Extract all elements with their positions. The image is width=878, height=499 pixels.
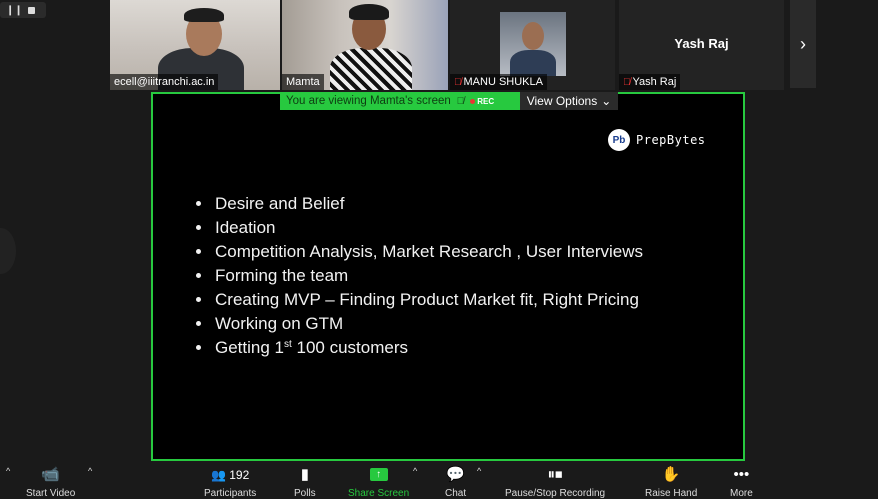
participant-name-label: ecell@iiitranchi.ac.in [110,74,219,90]
recording-indicator: REC [470,97,494,106]
list-item: Working on GTM [213,312,653,336]
brand-mark: Pb [608,129,630,151]
share-options-caret-icon[interactable]: ^ [413,466,418,476]
video-tile-manu-shukla[interactable]: 🎙̸ MANU SHUKLA [450,0,615,90]
banner-text: You are viewing Mamta's screen [286,95,451,107]
more-button[interactable]: ••• More [730,466,753,499]
list-item: Ideation [213,216,653,240]
video-tile-yash-raj[interactable]: Yash Raj 🎙̸ Yash Raj [619,0,784,90]
pause-stop-recording-button[interactable]: ⏸⏹ Pause/Stop Recording [505,466,606,499]
participant-name-label: 🎙̸ MANU SHUKLA [450,74,547,90]
chat-button[interactable]: 💬 Chat [445,466,467,499]
share-screen-icon: ↑ [369,468,388,481]
participants-button[interactable]: 👥 192 Participants [204,468,257,499]
chevron-down-icon: ⌄ [601,94,612,108]
participant-display-name: Yash Raj [674,36,729,51]
mic-muted-icon: 🎙̸ [456,95,465,107]
pause-icon[interactable]: ❙❙ [6,4,23,16]
audio-options-caret-icon[interactable]: ^ [6,466,11,476]
participant-profile-photo [500,12,566,76]
pause-stop-icon: ⏸⏹ [547,466,563,483]
recording-mini-controls[interactable]: ❙❙ [0,2,46,18]
slide-bullet-list: Desire and Belief Ideation Competition A… [189,192,653,360]
video-tile-mamta[interactable]: Mamta [282,0,448,90]
participant-name-label: Mamta [282,74,324,90]
raise-hand-icon: ✋ [661,466,681,483]
record-dot-icon [470,98,476,104]
start-video-button[interactable]: 📹 Start Video [26,466,76,499]
raise-hand-button[interactable]: ✋ Raise Hand [645,466,698,499]
list-item: Getting 1st 100 customers [213,336,653,360]
mic-muted-icon: 🎙̸ [623,76,631,88]
video-options-caret-icon[interactable]: ^ [88,466,93,476]
list-item: Competition Analysis, Market Research , … [213,240,653,264]
participant-name-label: 🎙̸ Yash Raj [619,74,681,90]
floating-control-edge[interactable] [0,228,16,274]
meeting-toolbar: ^ 📹 Start Video ^ 👥 192 Participants ▮ P… [0,462,878,499]
participants-icon: 👥 [210,468,226,482]
list-item: Forming the team [213,264,653,288]
chevron-right-icon: › [800,33,806,54]
polls-button[interactable]: ▮ Polls [294,466,316,499]
share-screen-button[interactable]: ↑ Share Screen [348,468,410,499]
polls-icon: ▮ [300,466,309,483]
shared-screen: Pb PrepBytes Desire and Belief Ideation … [151,92,745,461]
screen-share-banner: You are viewing Mamta's screen 🎙̸ REC [280,92,520,110]
video-off-icon: 📹 [41,466,60,483]
view-options-button[interactable]: View Options ⌄ [520,92,618,110]
next-gallery-page-button[interactable]: › [790,0,816,88]
chat-icon: 💬 [446,466,465,483]
prepbytes-logo: Pb PrepBytes [608,129,706,151]
participant-count: 192 [229,468,250,482]
mic-muted-icon: 🎙̸ [454,76,462,88]
list-item: Creating MVP – Finding Product Market fi… [213,288,653,312]
brand-name: PrepBytes [636,133,706,147]
list-item: Desire and Belief [213,192,653,216]
more-dots-icon: ••• [733,466,750,483]
stop-icon[interactable] [27,6,35,14]
video-tile-ecell[interactable]: ecell@iiitranchi.ac.in [110,0,280,90]
chat-options-caret-icon[interactable]: ^ [477,466,482,476]
